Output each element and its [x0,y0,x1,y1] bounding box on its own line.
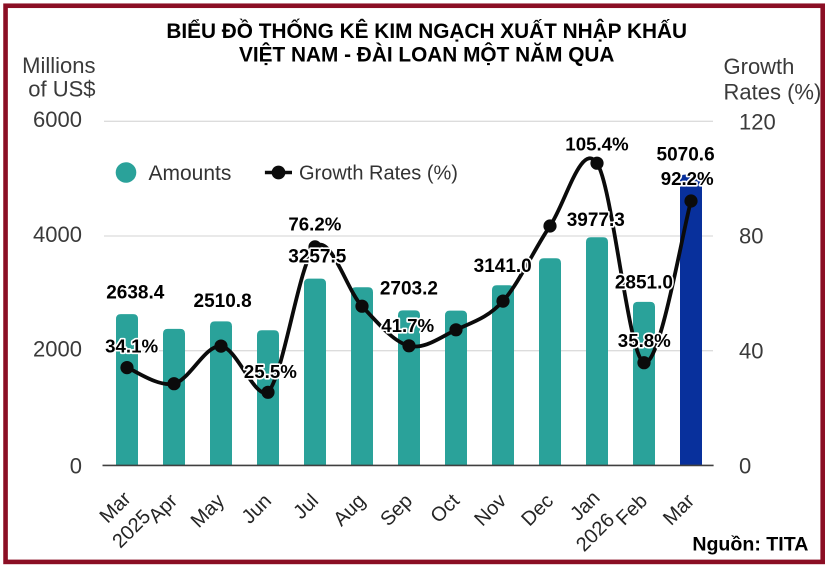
svg-text:76.2%: 76.2% [288,214,341,235]
svg-text:105.4%: 105.4% [565,134,629,155]
svg-text:2000: 2000 [33,337,82,362]
svg-text:2510.8: 2510.8 [194,291,252,312]
svg-text:4000: 4000 [33,222,82,247]
svg-text:40: 40 [739,338,763,363]
svg-text:Growth: Growth [724,54,795,79]
svg-text:Growth Rates (%): Growth Rates (%) [299,163,458,185]
svg-text:2638.4: 2638.4 [106,283,165,304]
svg-text:5070.6: 5070.6 [657,145,715,166]
svg-text:Amounts: Amounts [149,162,232,185]
svg-text:80: 80 [739,224,763,249]
svg-text:VIỆT NAM - ĐÀI LOAN MỘT NĂM QU: VIỆT NAM - ĐÀI LOAN MỘT NĂM QUA [239,43,614,67]
svg-text:3257.5: 3257.5 [288,247,347,268]
svg-text:Rates (%): Rates (%) [724,79,822,104]
svg-text:41.7%: 41.7% [381,315,434,336]
svg-text:3141.0: 3141.0 [474,256,532,277]
svg-text:6000: 6000 [33,107,82,132]
svg-text:0: 0 [739,453,751,478]
svg-text:92.2%: 92.2% [661,168,714,189]
svg-text:3977.3: 3977.3 [567,210,625,231]
svg-text:34.1%: 34.1% [105,336,158,357]
svg-text:Nguồn: TITA: Nguồn: TITA [692,534,808,556]
svg-text:120: 120 [739,109,776,134]
svg-text:2703.2: 2703.2 [380,278,438,299]
svg-text:0: 0 [70,453,82,478]
svg-text:25.5%: 25.5% [244,361,297,382]
svg-text:2851.0: 2851.0 [615,273,673,294]
svg-text:Millions: Millions [22,53,95,78]
svg-text:35.8%: 35.8% [618,330,671,351]
svg-text:BIỂU ĐỒ THỐNG KÊ KIM NGẠCH XUẤ: BIỂU ĐỒ THỐNG KÊ KIM NGẠCH XUẤT NHẬP KHẤ… [166,19,687,43]
svg-text:of US$: of US$ [28,77,95,102]
